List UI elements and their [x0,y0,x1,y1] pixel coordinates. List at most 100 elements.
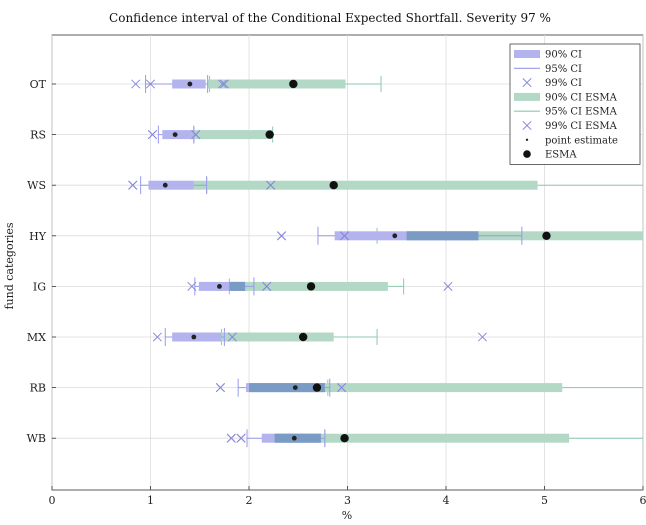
ci99-esma-marker [226,433,236,443]
point-estimate [187,81,193,87]
esma-marker [306,282,316,291]
legend-swatch-cross [522,78,532,88]
esma-marker [329,181,338,190]
row-ig [187,277,453,296]
row-ws [128,176,643,195]
row-wb [226,429,643,448]
legend-label: 95% CI [545,64,582,75]
ci99-esma-marker [191,130,201,140]
esma-marker [289,79,298,89]
ci90-esma-band [406,231,643,241]
axis-layer: 0 1 2 3 4 5 6 OT RS WS HY IG MX RB WB [27,78,646,507]
ci99-esma-marker [266,180,276,190]
y-tick-label-ws: WS [27,179,46,192]
x-tick-label: 6 [640,494,646,507]
point-estimate [162,182,168,188]
ci90-esma-band [249,383,563,393]
legend-swatch-point [525,138,529,141]
ci90-overlap-band [249,383,325,393]
x-tick-label: 3 [344,494,351,507]
legend-label: ESMA [545,150,577,161]
ci99-esma-marker [236,433,246,443]
point-estimate [172,132,178,138]
y-tick-label-rs: RS [30,129,46,142]
ci90-overlap-band [229,281,246,291]
ci99-esma-marker [219,79,229,89]
ci90-esma-band [193,180,538,190]
point-estimate [217,284,222,289]
x-tick-label: 2 [246,494,253,507]
esma-marker [542,231,551,240]
point-estimate [191,334,197,340]
ci99-esma-marker [276,231,287,241]
ci90-band [198,281,246,291]
legend-item-point: point estimate [525,135,618,146]
legend-label: point estimate [545,135,618,146]
x-tick-label: 1 [147,494,154,507]
legend-item-ci95: 95% CI [514,64,582,75]
esma-marker [265,130,274,139]
legend-swatch-esma [523,150,531,158]
ci90-overlap-band [406,231,479,241]
x-tick-label: 5 [541,494,548,507]
ci99-esma-marker [145,79,156,89]
legend-item-esma: ESMA [523,150,577,161]
legend-item-ci99: 99% CI [522,78,582,89]
ci99-esma-marker [128,180,138,190]
y-tick-label-ig: IG [33,280,46,293]
chart-title: Confidence interval of the Conditional E… [109,11,551,25]
point-estimate [292,385,298,390]
ci99-esma-marker [477,332,487,342]
legend-label: 99% CI [545,78,582,89]
ci99-marker [217,79,227,89]
row-ot [131,75,382,93]
row-rs [147,125,274,144]
ci90-band [148,180,194,190]
esma-marker [298,332,308,342]
legend-item-ci95_esma: 95% CI ESMA [514,107,618,118]
y-tick-label-rb: RB [30,382,46,395]
ci99-marker [187,281,197,291]
ci99-esma-marker [339,231,350,241]
ci90-esma-band [207,79,346,89]
esma-marker [312,383,322,392]
ci90-esma-band [274,433,570,443]
legend-item-ci90: 90% CI [514,50,582,61]
legend-swatch-band [514,92,540,101]
ci99-marker [131,79,141,89]
row-rb [215,378,643,397]
ci99-esma-marker [227,332,237,342]
ci99-esma-marker [262,281,272,291]
ci99-esma-marker [215,383,225,393]
legend-item-ci90_esma: 90% CI ESMA [514,92,618,103]
ci90-overlap-band [274,433,321,443]
y-axis-label: fund categories [3,222,16,309]
ci99-esma-marker [337,383,347,393]
legend-swatch-band [514,50,540,58]
legend-item-ci99_esma: 99% CI ESMA [522,120,618,132]
legend-label: 99% CI ESMA [545,121,618,132]
ci90-esma-band [193,130,273,140]
ci90-band [172,332,222,342]
row-hy [276,226,643,245]
y-tick-label-hy: HY [29,230,47,243]
ci90-band [162,130,194,140]
ci99-marker [152,332,162,342]
legend-label: 95% CI ESMA [545,107,618,118]
ci99-esma-marker [443,281,453,291]
legend-label: 90% CI [545,50,582,61]
x-tick-label: 4 [443,494,450,507]
legend-swatch-cross [522,120,532,131]
y-tick-label-ot: OT [30,78,47,91]
row-mx [152,328,487,346]
y-tick-label-mx: MX [27,331,46,344]
legend: 90% CI 95% CI 99% CI 90% CI ESMA 95% CI ESMA… [509,43,641,165]
legend-box [509,43,641,165]
legend-label: 90% CI ESMA [545,92,618,103]
point-estimate [291,435,297,441]
ci90-esma-band [221,332,334,342]
point-estimate [392,233,398,239]
y-tick-label-wb: WB [27,432,46,445]
x-axis-label: % [342,509,352,522]
